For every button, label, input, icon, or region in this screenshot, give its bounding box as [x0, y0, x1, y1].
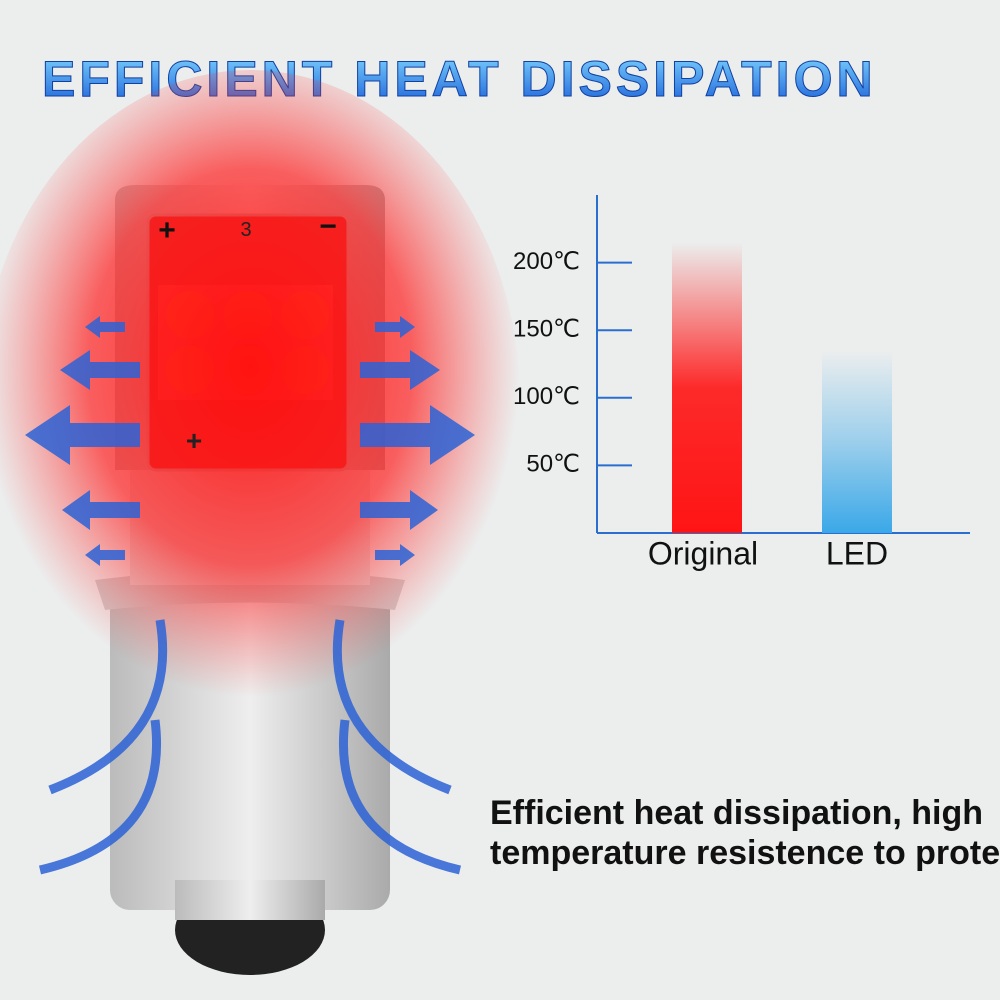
y-tick-label: 200℃: [513, 248, 580, 275]
arrows: [25, 316, 475, 566]
caption-line: temperature resistence to prote: [490, 834, 1000, 872]
y-tick-label: 150℃: [513, 316, 580, 343]
curved-arrows: [38, 619, 462, 875]
bar: [672, 242, 742, 533]
x-tick-label: LED: [826, 535, 888, 571]
minus-label: −: [319, 210, 337, 243]
y-tick-label: 100℃: [513, 383, 580, 410]
chart: [596, 195, 970, 534]
title: EFFICIENT HEAT DISSIPATION: [42, 51, 877, 107]
marking: 3: [240, 219, 251, 241]
bulb: + 3 − +: [0, 70, 520, 975]
bar: [822, 350, 892, 533]
plus-lower: +: [186, 425, 202, 456]
plus-label: +: [158, 214, 176, 247]
caption-line: Efficient heat dissipation, high: [490, 794, 983, 832]
y-tick-label: 50℃: [526, 451, 580, 478]
x-tick-label: Original: [648, 535, 758, 571]
